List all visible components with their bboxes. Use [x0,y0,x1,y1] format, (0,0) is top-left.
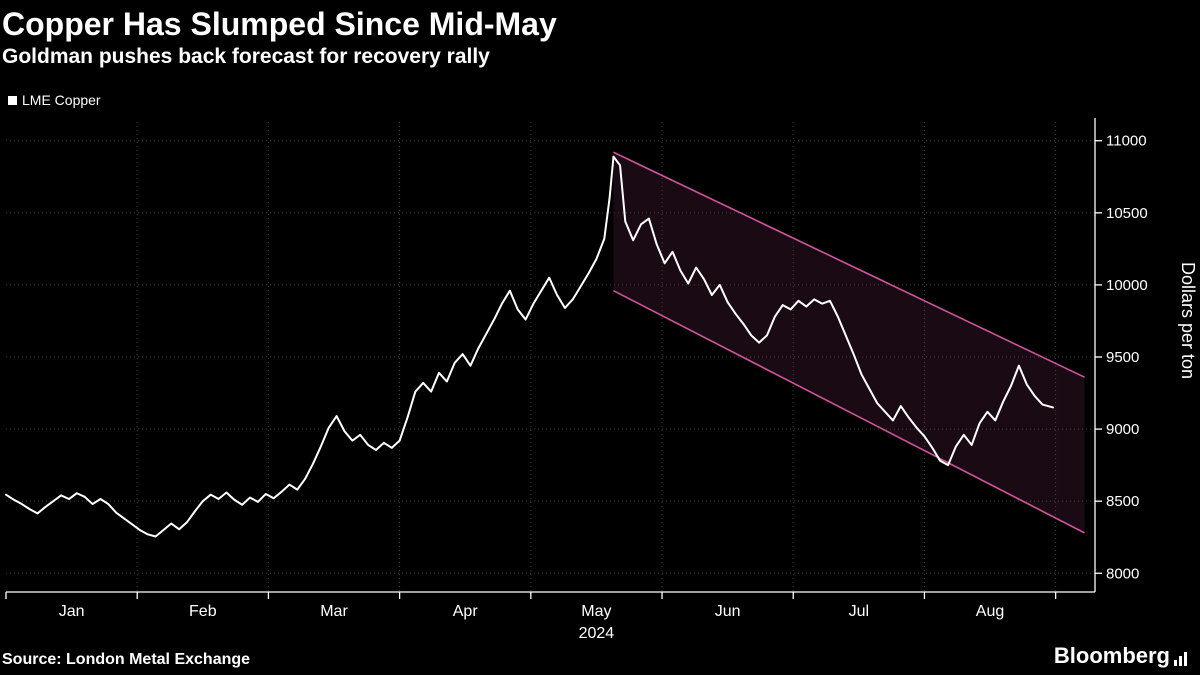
y-tick-label: 10500 [1106,205,1148,222]
y-tick-label: 10000 [1106,277,1148,294]
legend-label: LME Copper [22,92,101,108]
chart-subtitle: Goldman pushes back forecast for recover… [2,45,490,68]
x-tick-label: Jul [849,603,869,620]
x-tick-label: Apr [453,603,479,620]
y-axis-title: Dollars per ton [1178,262,1198,380]
y-tick-label: 9000 [1106,421,1139,438]
x-tick-label: Feb [189,603,217,620]
legend: LME Copper [8,92,101,108]
x-tick-label: Jan [59,603,85,620]
y-tick-label: 8000 [1106,565,1139,582]
y-tick-label: 9500 [1106,349,1139,366]
y-tick-label: 11000 [1106,133,1147,150]
price-line [5,155,1055,538]
y-tick-label: 8500 [1106,493,1139,510]
x-tick-label: May [581,603,611,620]
bloomberg-wordmark: Bloomberg [1053,643,1170,668]
bloomberg-logo: Bloomberg [1054,643,1188,669]
channel-lower-line [613,289,1085,534]
legend-marker-icon [8,95,17,105]
x-tick-label: Aug [976,603,1004,620]
x-tick-label: Jun [715,603,741,620]
x-tick-label: Mar [320,603,348,620]
x-axis-year-label: 2024 [579,625,615,642]
source-note: Source: London Metal Exchange [2,651,251,668]
page-title: Copper Has Slumped Since Mid-May [2,6,557,42]
channel-upper-line [613,151,1085,378]
bloomberg-bars-icon [1174,652,1187,666]
